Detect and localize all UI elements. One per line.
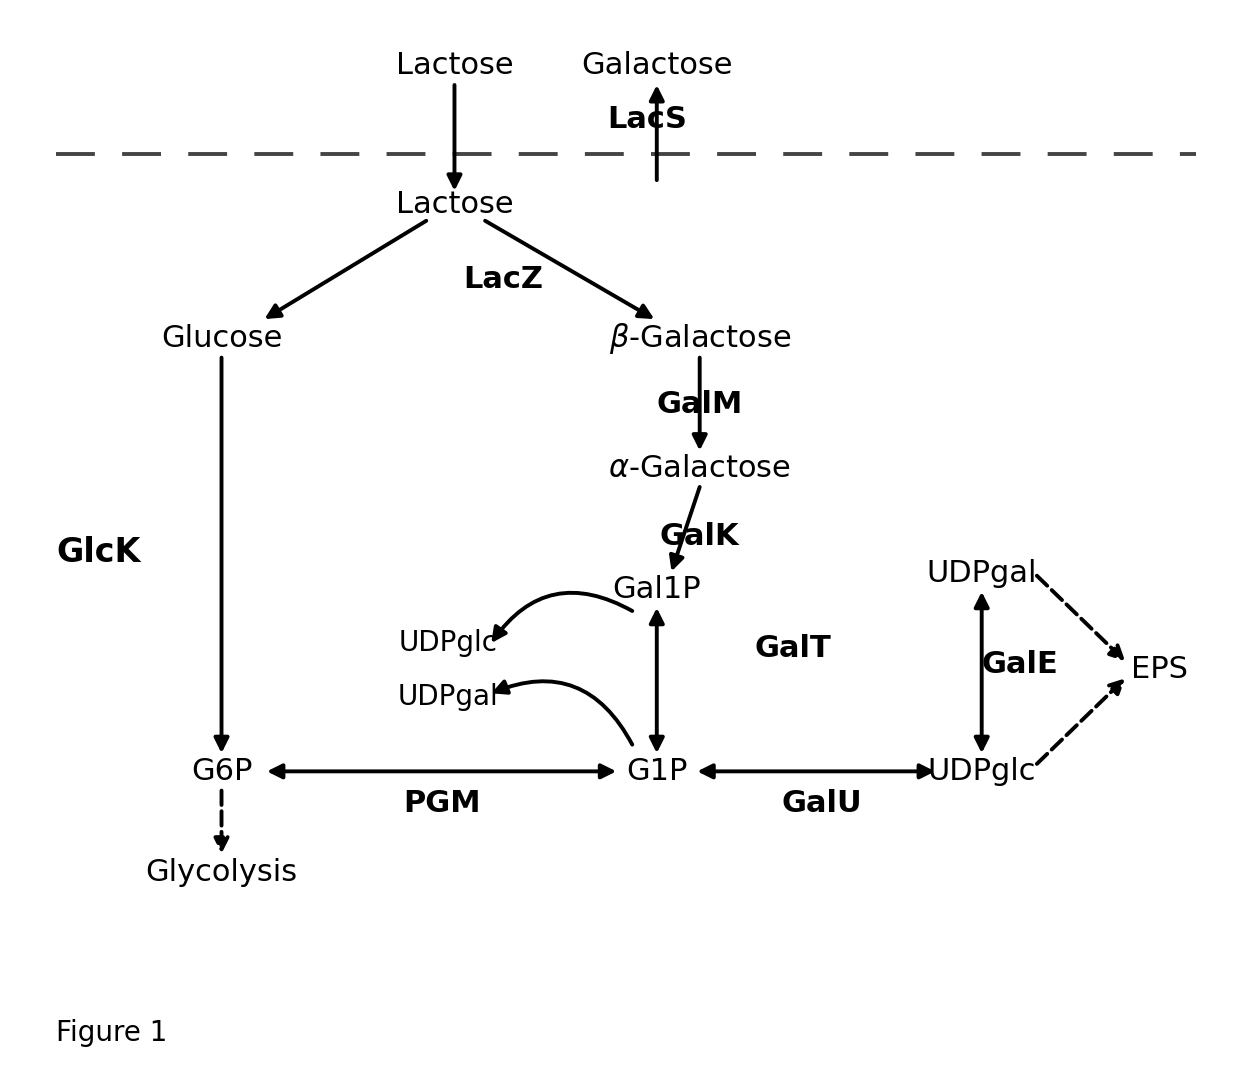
Text: $\alpha$-Galactose: $\alpha$-Galactose	[608, 454, 791, 483]
Text: Glucose: Glucose	[161, 324, 283, 353]
Text: G1P: G1P	[626, 757, 687, 786]
Text: GalU: GalU	[782, 788, 863, 818]
Text: $\beta$-Galactose: $\beta$-Galactose	[609, 321, 791, 356]
Text: UDPgal: UDPgal	[926, 559, 1037, 588]
Text: GalT: GalT	[755, 634, 832, 663]
Text: LacZ: LacZ	[464, 265, 543, 295]
Text: LacS: LacS	[608, 105, 688, 133]
Text: Glycolysis: Glycolysis	[145, 859, 298, 887]
Text: Lactose: Lactose	[396, 51, 513, 80]
Text: GalM: GalM	[656, 390, 743, 419]
Text: Figure 1: Figure 1	[56, 1019, 167, 1047]
Text: Galactose: Galactose	[582, 51, 733, 80]
Text: G6P: G6P	[191, 757, 252, 786]
Text: Lactose: Lactose	[396, 191, 513, 219]
Text: GalK: GalK	[660, 522, 739, 550]
Text: PGM: PGM	[403, 788, 481, 818]
Text: Gal1P: Gal1P	[613, 575, 701, 604]
Text: UDPgal: UDPgal	[398, 682, 498, 710]
Text: GalE: GalE	[982, 650, 1059, 679]
Text: UDPglc: UDPglc	[399, 629, 497, 657]
Text: EPS: EPS	[1131, 655, 1188, 684]
Text: UDPglc: UDPglc	[928, 757, 1035, 786]
Text: GlcK: GlcK	[57, 536, 141, 569]
